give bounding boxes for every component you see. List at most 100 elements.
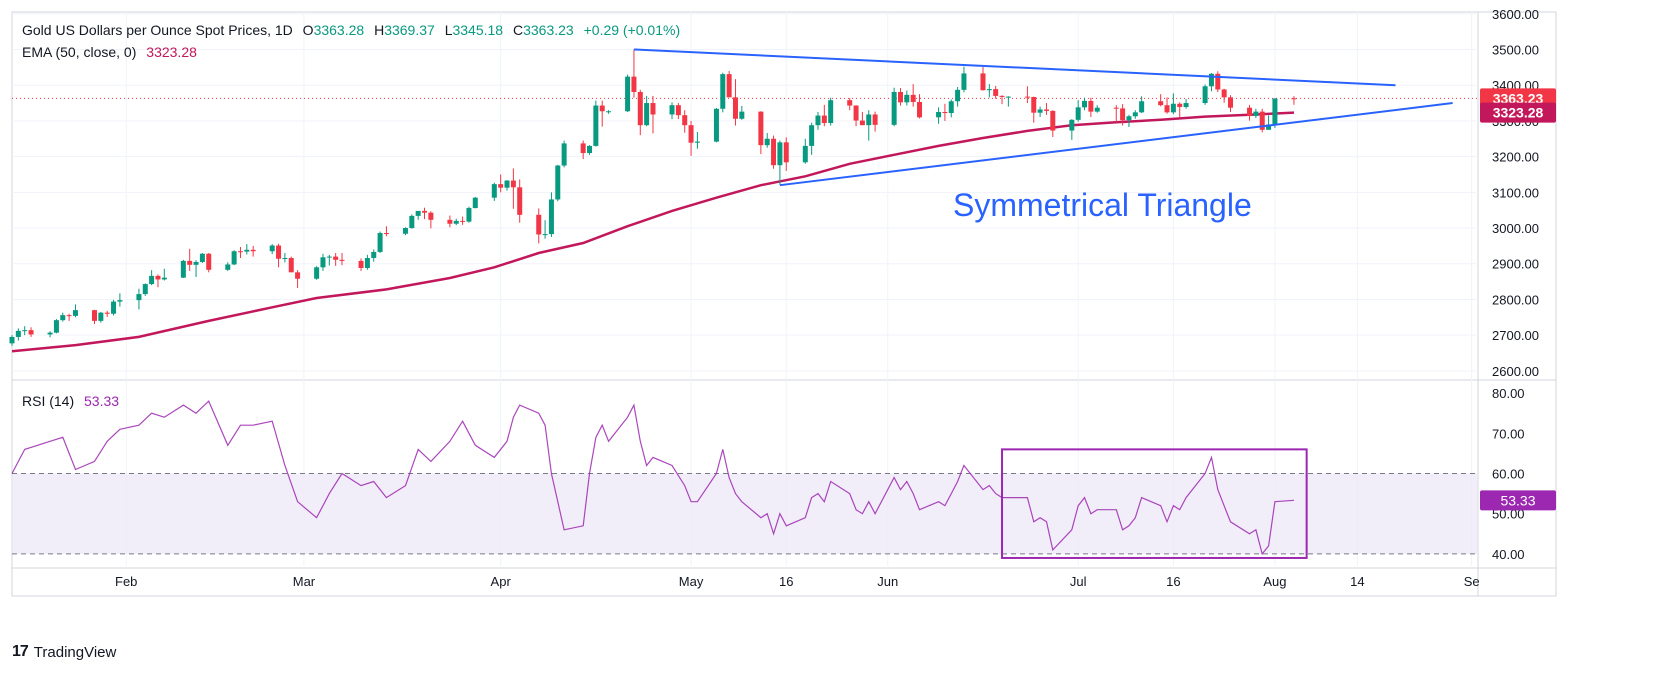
candle — [1113, 105, 1119, 123]
candle-body — [1024, 96, 1030, 98]
symbol-title: Gold US Dollars per Ounce Spot Prices, 1… — [22, 22, 293, 38]
price-tick-label: 3600.00 — [1492, 7, 1539, 22]
candle-body — [1291, 98, 1297, 100]
rsi-tick-label: 50.00 — [1492, 507, 1525, 522]
candle — [295, 270, 301, 289]
candle-body — [1132, 112, 1138, 117]
candle-body — [599, 105, 605, 112]
time-tick-label: Jun — [877, 574, 898, 589]
low-label: L — [444, 22, 453, 38]
candle — [599, 100, 605, 127]
candle-body — [904, 94, 910, 103]
low-value: 3345.18 — [452, 22, 504, 38]
candle — [460, 216, 466, 225]
candle — [498, 174, 504, 193]
candle-body — [1037, 109, 1043, 113]
candle-body — [149, 275, 155, 285]
candle-body — [1272, 98, 1278, 125]
candle-body — [802, 145, 808, 163]
high-value: 3369.37 — [384, 22, 435, 38]
candle-body — [675, 105, 681, 116]
candle — [1050, 110, 1056, 137]
candle-body — [536, 214, 542, 235]
candle — [1227, 95, 1233, 112]
candle — [104, 310, 110, 317]
candle — [250, 245, 256, 257]
candle-body — [1170, 103, 1176, 113]
candle — [409, 214, 415, 229]
tradingview-logo[interactable]: 17 TradingView — [12, 643, 116, 661]
candle-body — [1177, 103, 1183, 107]
candle — [713, 108, 719, 143]
candle-body — [28, 330, 34, 335]
candle-body — [891, 91, 897, 125]
close-value-group: C3363.23 — [513, 22, 574, 38]
high-value-group: H3369.37 — [374, 22, 435, 38]
candle — [948, 99, 954, 118]
candle — [1170, 93, 1176, 115]
candle — [548, 192, 554, 237]
candle — [1082, 97, 1088, 111]
candle — [1031, 96, 1037, 123]
candle — [422, 207, 428, 220]
time-tick-label: Jul — [1070, 574, 1087, 589]
candle — [1024, 86, 1030, 104]
candle-body — [631, 76, 637, 92]
candle-body — [326, 256, 332, 258]
candle-body — [472, 197, 478, 209]
candle-body — [1088, 100, 1094, 112]
candle-body — [1113, 107, 1119, 109]
candle-body — [276, 245, 282, 259]
rsi-badge-bg — [1480, 490, 1556, 511]
candle-body — [453, 220, 459, 224]
candle — [199, 253, 205, 264]
candle — [339, 253, 345, 266]
candle-body — [1069, 119, 1075, 131]
candle-body — [1247, 107, 1253, 116]
candle — [161, 268, 167, 281]
price-tick-label: 2800.00 — [1492, 292, 1539, 307]
candle — [866, 110, 872, 141]
candle — [149, 270, 155, 286]
candle-body — [422, 210, 428, 213]
candle — [917, 94, 923, 119]
price-tick-label: 2700.00 — [1492, 328, 1539, 343]
candle — [504, 180, 510, 191]
candle — [1253, 108, 1259, 119]
candle-body — [60, 315, 66, 321]
candle — [466, 206, 472, 223]
candle — [1139, 96, 1145, 114]
rsi-label: RSI (14) — [22, 393, 75, 409]
candle — [986, 84, 992, 98]
candle — [142, 283, 148, 296]
candle — [853, 105, 859, 127]
candle-body — [593, 105, 599, 146]
candle-body — [694, 141, 700, 143]
time-tick-label: Feb — [115, 574, 137, 589]
candle-body — [720, 74, 726, 109]
candle-body — [244, 249, 250, 252]
candle-body — [428, 212, 434, 220]
candle-body — [491, 184, 497, 198]
candle — [1132, 110, 1138, 119]
candle — [371, 249, 377, 262]
candle — [1291, 96, 1297, 105]
candle — [580, 140, 586, 160]
candle — [72, 304, 78, 318]
candle-body — [510, 180, 516, 188]
candle — [821, 104, 827, 127]
high-label: H — [374, 22, 385, 38]
candle — [491, 182, 497, 201]
ema-badge: 3323.28 — [1493, 105, 1544, 121]
candle-body — [383, 233, 389, 235]
candle — [1126, 114, 1132, 127]
candle — [1158, 94, 1164, 107]
candle — [1037, 106, 1043, 117]
candle — [377, 231, 383, 254]
candle — [1215, 71, 1221, 92]
candle-body — [377, 233, 383, 252]
candle-body — [142, 284, 148, 295]
candle-body — [942, 111, 948, 114]
candle — [897, 88, 903, 106]
